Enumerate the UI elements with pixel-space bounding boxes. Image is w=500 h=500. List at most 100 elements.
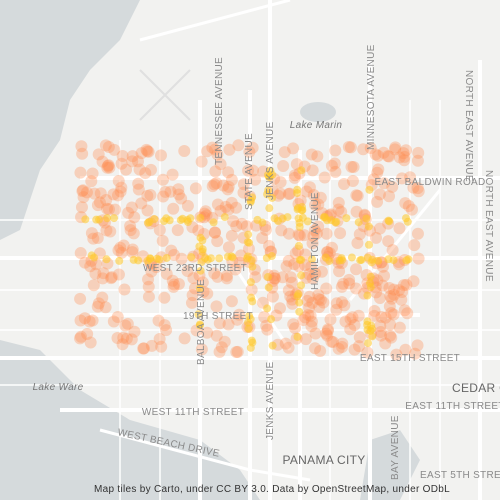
heat-dot — [158, 291, 171, 304]
heat-dot — [74, 292, 87, 305]
heat-dot — [395, 172, 408, 185]
heat-dot — [366, 326, 375, 335]
heat-dot — [168, 278, 181, 291]
heat-dot — [264, 186, 273, 195]
heat-dot — [242, 242, 255, 255]
heat-dot — [282, 227, 295, 240]
heat-dot — [91, 232, 104, 245]
heat-dot — [245, 283, 258, 296]
heat-dot — [379, 337, 392, 350]
heat-dot — [244, 230, 253, 239]
heat-dot — [338, 299, 351, 312]
heat-dot — [407, 275, 420, 288]
heat-dot — [74, 332, 87, 345]
heat-dot — [81, 215, 90, 224]
heat-dot — [393, 151, 406, 164]
heat-dot — [400, 278, 413, 291]
heat-dot — [276, 271, 289, 284]
heat-dot — [196, 266, 205, 275]
heat-dot — [186, 289, 199, 302]
heat-dot — [282, 284, 295, 297]
heat-dot — [339, 315, 352, 328]
heat-dot — [398, 150, 411, 163]
heat-dot — [105, 271, 118, 284]
heat-dot — [222, 203, 235, 216]
heat-dot — [357, 255, 366, 264]
heat-dot — [115, 181, 128, 194]
heat-dot — [128, 325, 141, 338]
heat-dot — [102, 255, 111, 264]
heat-dot — [268, 193, 277, 202]
heat-dot — [133, 163, 146, 176]
heat-dot — [99, 139, 112, 152]
heat-dot — [374, 319, 387, 332]
heat-dot — [159, 185, 172, 198]
heat-dot — [393, 321, 406, 334]
heat-dot — [125, 333, 138, 346]
heat-dot — [328, 157, 341, 170]
heat-dot — [264, 172, 273, 181]
water — [360, 430, 420, 500]
heat-dot — [300, 185, 313, 198]
heat-dot — [346, 174, 359, 187]
heat-dot — [314, 293, 327, 306]
heat-dot — [353, 340, 366, 353]
heat-dot — [135, 197, 148, 210]
heat-dot — [260, 319, 273, 332]
heat-dot — [104, 225, 117, 238]
heat-dot — [178, 144, 191, 157]
heat-dot — [83, 315, 96, 328]
street-label: EAST BALDWIN ROAD — [374, 177, 485, 188]
heat-dot — [384, 329, 397, 342]
heat-dot — [233, 308, 246, 321]
heat-dot — [195, 321, 204, 330]
heat-dot — [84, 336, 97, 349]
heat-dot — [344, 141, 357, 154]
heat-dot — [244, 324, 253, 333]
heat-dot — [389, 141, 402, 154]
heat-dot — [126, 150, 139, 163]
heat-dot — [208, 178, 221, 191]
heat-dot — [249, 173, 262, 186]
heat-dot — [211, 235, 224, 248]
heat-dot — [74, 166, 87, 179]
heat-dot — [96, 272, 109, 285]
heat-dot — [137, 342, 150, 355]
heat-dot — [343, 273, 356, 286]
heat-dot — [353, 331, 366, 344]
heat-dot — [268, 341, 277, 350]
heat-dot — [156, 173, 169, 186]
heat-dot — [297, 166, 306, 175]
heat-dot — [77, 191, 90, 204]
heat-dot — [154, 149, 167, 162]
heat-dot — [74, 247, 87, 260]
heat-dot — [201, 145, 214, 158]
heat-dot — [402, 256, 411, 265]
heat-dot — [348, 343, 361, 356]
heat-dot — [124, 219, 137, 232]
heat-dot — [153, 333, 166, 346]
heat-dot — [336, 337, 349, 350]
heat-dot — [337, 277, 350, 290]
heat-dot — [167, 202, 180, 215]
heat-dot — [327, 336, 340, 349]
heat-dot — [126, 243, 139, 256]
heat-dot — [124, 224, 137, 237]
heat-dot — [109, 203, 122, 216]
heat-dot — [387, 308, 400, 321]
heat-dot — [374, 326, 387, 339]
heat-dot — [96, 291, 109, 304]
heat-dot — [332, 196, 345, 209]
heat-dot — [325, 335, 338, 348]
heat-dot — [399, 197, 412, 210]
heat-dot — [156, 234, 169, 247]
heat-dot — [303, 301, 316, 314]
heat-dot — [231, 345, 244, 358]
heat-dot — [378, 177, 391, 190]
heat-dot — [273, 302, 286, 315]
heat-dot — [160, 267, 173, 280]
heat-dot — [338, 177, 351, 190]
heat-dot — [87, 251, 96, 260]
heat-dot — [220, 272, 233, 285]
heat-dot — [228, 253, 237, 262]
